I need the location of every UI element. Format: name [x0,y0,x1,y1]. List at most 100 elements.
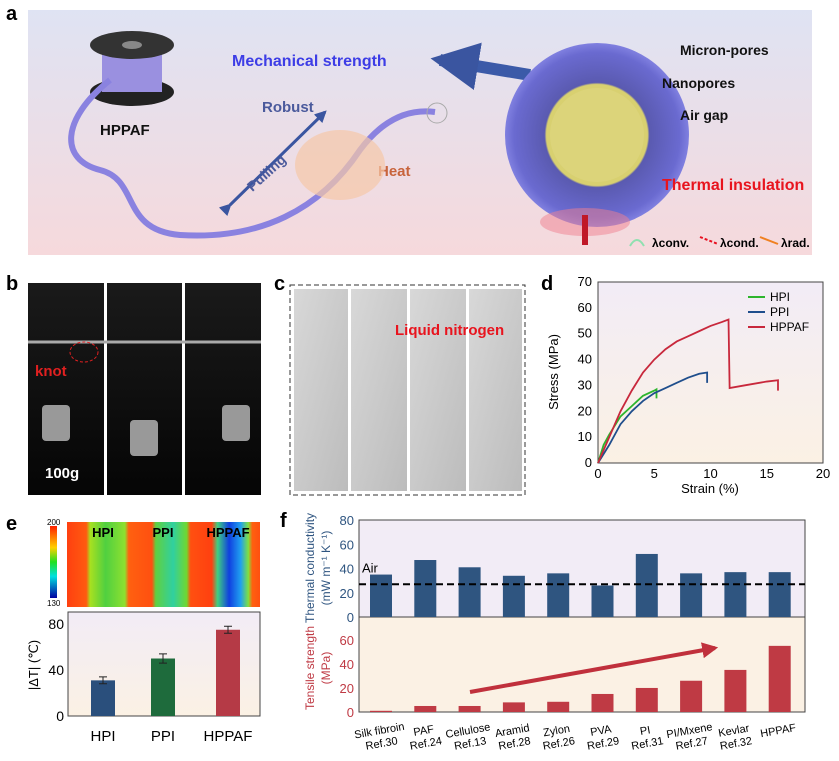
fiber-zoom-circle [426,102,448,124]
y-tick-label-top: 0 [347,610,354,625]
x-tick-label: 20 [816,466,830,481]
thermal-image [67,522,260,607]
panel-label-e: e [6,513,17,535]
mechanical-strength-label: Mechanical strength [232,53,387,70]
y-axis-label-f-bottom-1: Tensile strength [303,626,317,710]
panel-label-d: d [541,273,553,295]
bar-tensile-strength [635,687,658,712]
fiber [68,77,436,239]
weight-label: 100g [45,465,79,482]
y-axis-label-d: Stress (MPa) [546,334,561,410]
panel-label-f: f [280,510,287,532]
panel-label-a: a [6,3,18,25]
y-tick-label: 50 [578,326,592,341]
bar-tensile-strength [547,701,570,712]
y-tick-label: 10 [578,429,592,444]
photo-c-4 [469,289,522,491]
legend-label-hpi: HPI [770,290,790,304]
x-tick-label: 10 [703,466,717,481]
y-axis-label-f-top-2: (mW m⁻¹ K⁻¹) [319,531,333,606]
series-line-hppaf [597,318,779,464]
bar-thermal-conductivity [680,573,703,617]
colorbar-max: 200 [47,518,61,527]
bar-tensile-strength [724,669,747,712]
x-tick-label: CelluloseRef.13 [445,721,494,753]
legend-conv: λconv. [652,236,689,250]
legend-cond: λcond. [720,236,759,250]
y-tick-label-top: 20 [340,586,354,601]
y-tick-label-bottom: 20 [340,681,354,696]
x-tick-label: PI/MxeneRef.27 [666,721,716,754]
error-bar [99,676,107,685]
bar-thermal-conductivity [414,560,437,617]
error-bar [224,625,232,634]
y-axis-label-f-bottom-2: (MPa) [319,652,333,685]
heatmap-label-hpi: HPI [92,525,114,540]
bar-hpi [91,680,115,716]
heatmap-label-hppaf: HPPAF [206,525,249,540]
y-tick-label: 40 [578,352,592,367]
thermal-insulation-label: Thermal insulation [662,177,804,194]
x-tick-label: HPPAF [759,722,797,740]
air-gap-label: Air gap [680,107,728,123]
plot-area-d [597,281,824,464]
panel-e-chart: e 200 130 HPI PPI HPPAF |ΔT| (℃) 0 40 80 HP… [6,513,261,745]
robust-label: Robust [262,99,314,116]
photo-b-2 [107,283,182,495]
bar-tensile-strength [502,702,525,712]
y-tick-label: 40 [48,662,64,678]
micron-pores-label: Micron-pores [680,42,769,58]
bar-tensile-strength [768,645,791,712]
x-tick-label: AramidRef.28 [494,722,533,753]
bar-hppaf [216,629,240,716]
y-tick-label: 0 [56,708,64,724]
legend-label-ppi: PPI [770,305,789,319]
series-line-ppi [597,371,709,464]
nanopores-label: Nanopores [662,75,735,91]
panel-c: c Liquid nitrogen [274,273,526,496]
weight-2 [130,420,158,456]
photo-b-3 [185,283,261,495]
weight-1 [42,405,70,441]
mechanical-arrow [430,42,531,90]
y-tick-label-top: 40 [340,562,354,577]
bar-thermal-conductivity [370,574,392,617]
y-tick-label: 0 [585,455,592,470]
bar-tensile-strength [591,693,614,712]
y-tick-label-top: 80 [340,513,354,528]
heatmap-label-ppi: PPI [153,525,174,540]
colorbar [50,526,57,598]
panel-d-chart: d Strain (%) Stress (MPa) 0 5 10 15 20 0 10 20 3… [541,273,830,496]
spool-icon [90,31,174,106]
y-tick-label: 20 [578,403,592,418]
series-line-hpi [597,387,658,464]
y-tick-label-top: 60 [340,537,354,552]
bar-tensile-strength [680,680,703,712]
panel-b: b knot 100g [6,273,261,495]
y-tick-label-bottom: 0 [347,705,354,720]
bar-ppi [151,658,175,716]
panel-label-b: b [6,273,18,295]
x-tick-label: HPI [90,728,115,745]
x-tick-label: PIRef.31 [628,722,664,752]
bar-tensile-strength [414,705,437,712]
conduction-icon [699,236,719,245]
bar-tensile-strength [458,705,481,712]
panel-f-chart: f Thermal conductivity (mW m⁻¹ K⁻¹) Tens… [280,510,806,754]
y-tick-label: 80 [48,616,64,632]
photo-c-3 [410,289,466,491]
bar-thermal-conductivity [768,572,791,617]
photo-c-2 [351,289,407,491]
legend-rad: λrad. [781,236,810,250]
colorbar-min: 130 [47,599,61,608]
convection-icon [629,239,645,247]
panel-a: a HPPAF Mechanical strength Robust Pulli… [6,3,812,255]
y-tick-label: 30 [578,377,592,392]
knot-label: knot [35,363,67,380]
y-tick-label: 60 [578,300,592,315]
x-tick-label: 15 [760,466,774,481]
radiation-icon [759,236,779,245]
error-bar [159,653,167,664]
x-tick-label: ZylonRef.26 [540,722,576,752]
pulling-arrow [218,110,327,217]
